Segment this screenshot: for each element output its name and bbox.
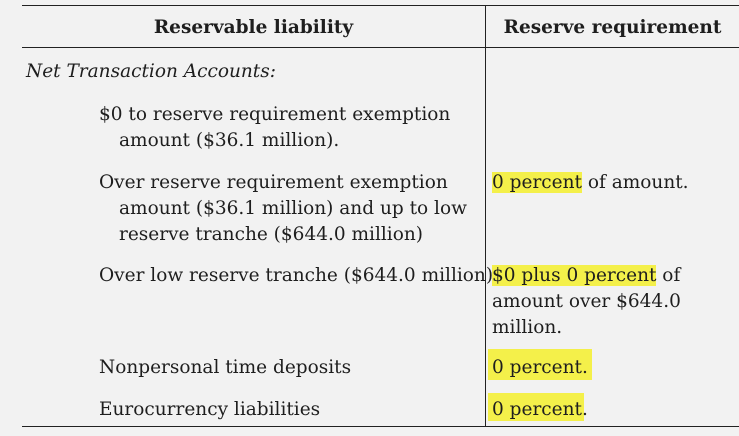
row2-requirement: 0 percent of amount. bbox=[492, 170, 689, 196]
row4-highlight-box bbox=[488, 349, 592, 380]
section-label: Net Transaction Accounts: bbox=[26, 61, 276, 82]
row5-liability: Eurocurrency liabilities bbox=[99, 399, 321, 420]
row1-liability-line2: amount ($36.1 million). bbox=[119, 130, 340, 151]
row5-highlight-box bbox=[488, 393, 584, 421]
row2-requirement-highlight: 0 percent bbox=[492, 172, 582, 193]
row3-requirement-rest: of bbox=[656, 265, 681, 286]
reserve-requirements-table: Reservable liability Reserve requirement… bbox=[22, 5, 739, 427]
header-rule bbox=[22, 47, 739, 48]
header-reservable-liability: Reservable liability bbox=[153, 17, 354, 38]
row4-liability: Nonpersonal time deposits bbox=[99, 357, 352, 378]
row3-requirement-highlight: $0 plus 0 percent bbox=[492, 265, 657, 286]
row3-liability-line1: Over low reserve tranche ($644.0 million… bbox=[99, 265, 494, 286]
row3-requirement-line2: amount over $644.0 bbox=[492, 291, 681, 312]
column-divider bbox=[485, 6, 486, 426]
row1-liability-line1: $0 to reserve requirement exemption bbox=[99, 104, 451, 125]
row2-requirement-rest: of amount. bbox=[581, 172, 689, 193]
row2-liability-line3: reserve tranche ($644.0 million) bbox=[119, 224, 423, 245]
header-reserve-requirement: Reserve requirement bbox=[503, 17, 722, 38]
row5-requirement: 0 percent. bbox=[492, 399, 588, 420]
row3-requirement-line3: million. bbox=[492, 317, 563, 338]
row3-requirement-line1: $0 plus 0 percent of bbox=[492, 263, 680, 289]
row2-liability-line2: amount ($36.1 million) and up to low bbox=[119, 198, 467, 219]
row2-liability-line1: Over reserve requirement exemption bbox=[99, 172, 448, 193]
row4-requirement: 0 percent. bbox=[492, 357, 588, 378]
